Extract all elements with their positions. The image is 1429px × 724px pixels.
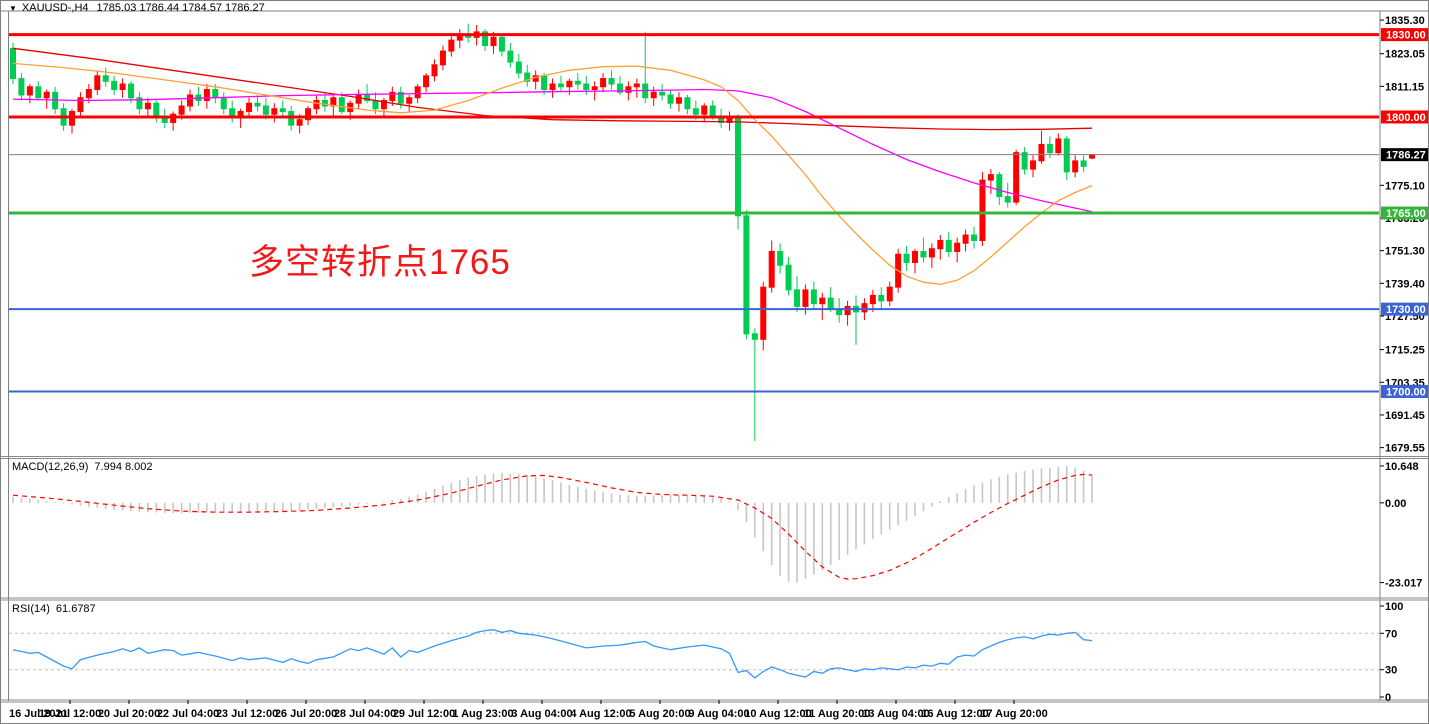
svg-text:28 Jul 04:00: 28 Jul 04:00 xyxy=(334,708,396,720)
svg-text:1730.00: 1730.00 xyxy=(1386,304,1426,316)
svg-text:1 Aug 23:00: 1 Aug 23:00 xyxy=(452,708,513,720)
svg-text:70: 70 xyxy=(1385,628,1397,640)
svg-text:20 Jul 20:00: 20 Jul 20:00 xyxy=(98,708,160,720)
ohlc-values: 1785.03 1786.44 1784.57 1786.27 xyxy=(96,2,265,14)
svg-text:16 Jul 2021: 16 Jul 2021 xyxy=(9,708,68,720)
price-label-1730.00: 1730.00 xyxy=(1381,302,1428,316)
ma-orange xyxy=(12,62,1093,286)
macd-panel[interactable]: 10.648 0.00 -23.017 xyxy=(12,461,1422,590)
svg-text:19 Jul 12:00: 19 Jul 12:00 xyxy=(39,708,101,720)
svg-text:30: 30 xyxy=(1385,665,1397,677)
svg-text:16 Aug 12:00: 16 Aug 12:00 xyxy=(921,708,988,720)
candlestick-series xyxy=(10,23,1096,441)
svg-text:-23.017: -23.017 xyxy=(1385,578,1422,590)
svg-text:1751.30: 1751.30 xyxy=(1385,246,1425,258)
ma-magenta xyxy=(12,88,1093,213)
svg-text:0: 0 xyxy=(1385,692,1391,704)
ma-red xyxy=(12,47,1093,131)
svg-text:29 Jul 12:00: 29 Jul 12:00 xyxy=(393,708,455,720)
svg-text:9 Aug 04:00: 9 Aug 04:00 xyxy=(688,708,749,720)
svg-text:13 Aug 04:00: 13 Aug 04:00 xyxy=(862,708,929,720)
svg-text:1800.00: 1800.00 xyxy=(1386,112,1426,124)
rsi-panel[interactable]: 100 70 30 0 xyxy=(9,601,1403,704)
rsi-indicator-label: RSI(14) 61.6787 xyxy=(12,603,96,615)
svg-text:1739.40: 1739.40 xyxy=(1385,278,1425,290)
svg-text:5 Aug 20:00: 5 Aug 20:00 xyxy=(629,708,690,720)
svg-text:0.00: 0.00 xyxy=(1385,498,1406,510)
svg-text:1786.27: 1786.27 xyxy=(1386,150,1426,162)
macd-indicator-label: MACD(12,26,9) 7.994 8.002 xyxy=(12,461,153,473)
svg-text:1700.00: 1700.00 xyxy=(1386,386,1426,398)
chart-header: ▼ XAUUSD-,H4 1785.03 1786.44 1784.57 1786.… xyxy=(9,2,265,14)
svg-text:1775.10: 1775.10 xyxy=(1385,180,1425,192)
macd-values: 7.994 8.002 xyxy=(94,461,153,473)
svg-text:1691.45: 1691.45 xyxy=(1385,410,1425,422)
svg-text:1765.00: 1765.00 xyxy=(1386,208,1426,220)
chart-frame xyxy=(1,10,1428,701)
macd-signal-line xyxy=(12,473,1093,580)
svg-text:100: 100 xyxy=(1385,601,1403,613)
svg-text:11 Aug 20:00: 11 Aug 20:00 xyxy=(804,708,871,720)
panel-separators[interactable] xyxy=(1,456,1429,703)
svg-text:26 Jul 20:00: 26 Jul 20:00 xyxy=(275,708,337,720)
price-label-1765.00: 1765.00 xyxy=(1381,206,1428,220)
main-price-panel[interactable] xyxy=(9,23,1379,441)
collapse-arrow-icon[interactable]: ▼ xyxy=(9,4,17,13)
price-label-1830.00: 1830.00 xyxy=(1381,28,1428,42)
svg-text:4 Aug 12:00: 4 Aug 12:00 xyxy=(570,708,631,720)
price-label-1786.27: 1786.27 xyxy=(1381,148,1428,162)
symbol-timeframe: XAUUSD-,H4 xyxy=(21,2,89,14)
svg-text:1715.25: 1715.25 xyxy=(1385,345,1425,357)
macd-name: MACD(12,26,9) xyxy=(12,461,89,473)
macd-histogram xyxy=(12,465,1093,583)
svg-text:1835.30: 1835.30 xyxy=(1385,15,1425,27)
rsi-name: RSI(14) xyxy=(12,603,50,615)
rsi-value: 61.6787 xyxy=(55,603,96,615)
svg-text:1811.15: 1811.15 xyxy=(1385,81,1424,93)
annotation-text[interactable]: 多空转折点1765 xyxy=(249,243,511,282)
price-axis[interactable]: 1835.301823.051811.151775.101763.201751.… xyxy=(1380,15,1429,455)
rsi-line xyxy=(12,629,1093,679)
svg-text:10 Aug 12:00: 10 Aug 12:00 xyxy=(744,708,811,720)
svg-text:1823.05: 1823.05 xyxy=(1385,49,1425,61)
svg-text:10.648: 10.648 xyxy=(1385,461,1419,473)
svg-text:23 Jul 12:00: 23 Jul 12:00 xyxy=(216,708,278,720)
svg-text:1679.55: 1679.55 xyxy=(1385,443,1425,455)
price-label-1800.00: 1800.00 xyxy=(1381,110,1428,124)
svg-text:1830.00: 1830.00 xyxy=(1386,30,1426,42)
price-label-1700.00: 1700.00 xyxy=(1381,384,1428,398)
svg-text:17 Aug 20:00: 17 Aug 20:00 xyxy=(980,708,1047,720)
svg-text:3 Aug 04:00: 3 Aug 04:00 xyxy=(511,708,572,720)
svg-text:22 Jul 04:00: 22 Jul 04:00 xyxy=(157,708,219,720)
